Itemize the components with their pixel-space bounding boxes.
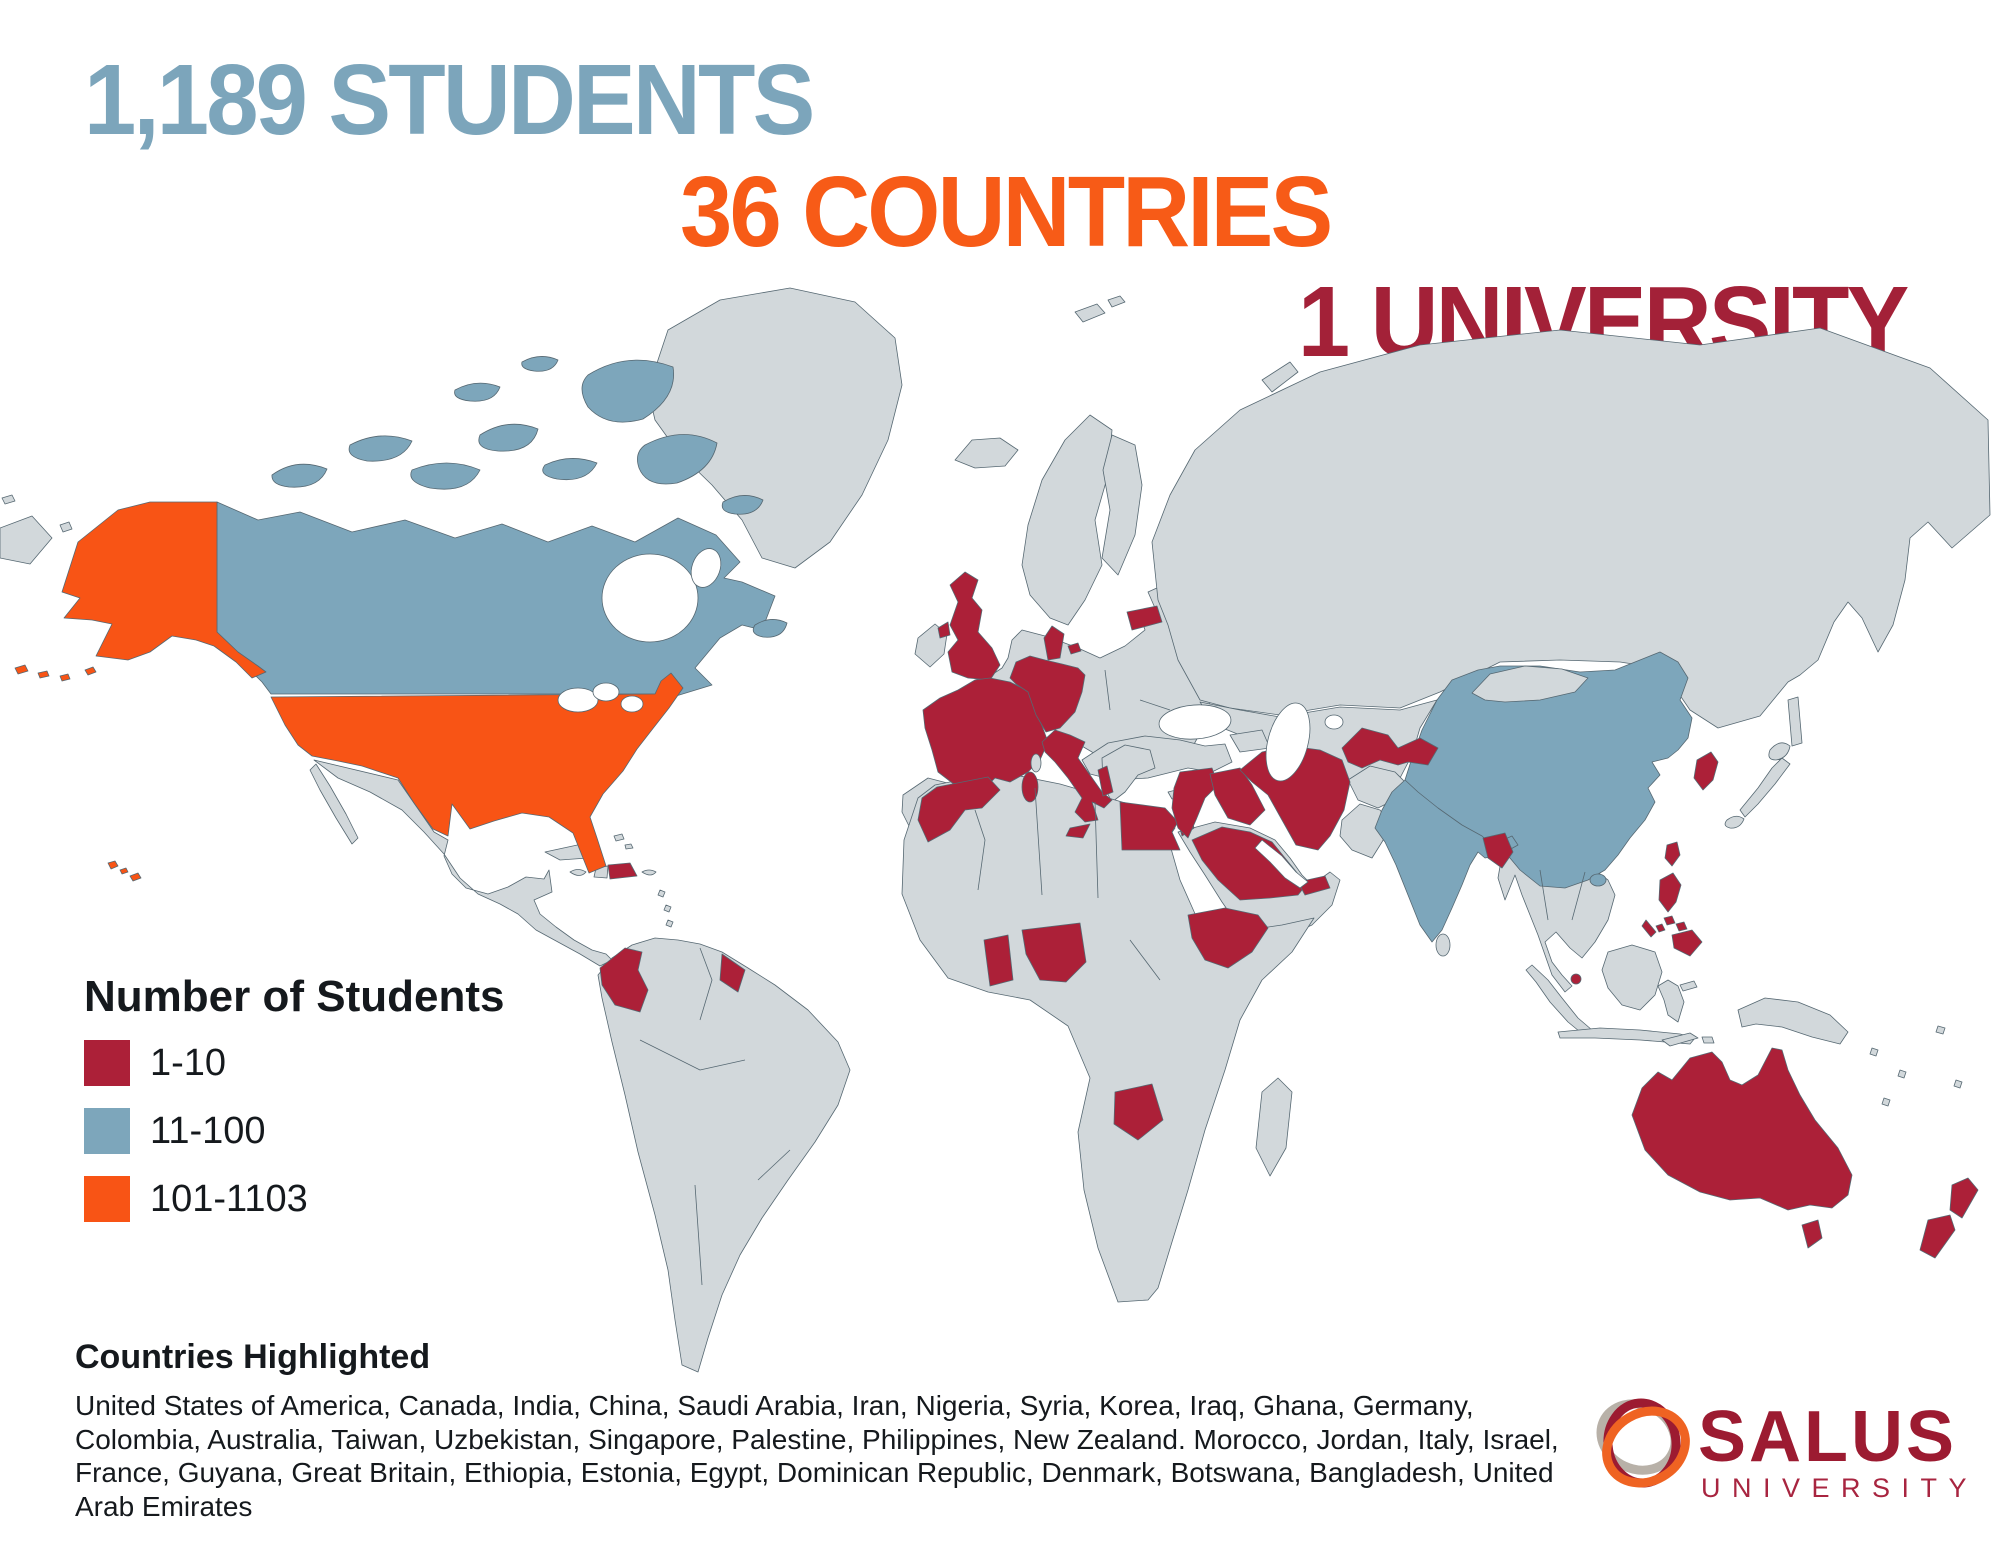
legend-title: Number of Students: [84, 972, 505, 1021]
country-germany: [1009, 655, 1086, 733]
landmass-novaya-zemlya: [1261, 361, 1299, 393]
legend-label: 101-1103: [150, 1177, 308, 1220]
country-india: [1374, 779, 1519, 943]
logo-subname: UNIVERSITY: [1701, 1473, 1978, 1503]
border-lines-south-america: [639, 947, 791, 1286]
landmass-mongolia: [1471, 665, 1589, 703]
world-map: [0, 287, 1991, 1373]
country-new-zealand: [1919, 1177, 1979, 1259]
country-china-hainan: [1589, 873, 1607, 887]
landmass-scandinavia: [1021, 414, 1113, 626]
great-lakes: [557, 687, 599, 713]
logo-name: SALUS: [1698, 1397, 1957, 1477]
landmass-madagascar: [1255, 1077, 1293, 1177]
country-colombia: [599, 947, 649, 1013]
country-usa: [270, 672, 684, 874]
country-bangladesh: [1482, 832, 1514, 869]
legend-label: 1-10: [150, 1041, 227, 1084]
legend-swatch-blue: [84, 1108, 130, 1154]
country-uzbekistan: [1341, 727, 1439, 769]
country-nigeria: [1021, 922, 1087, 983]
countries-list: United States of America, Canada, India,…: [75, 1390, 1559, 1522]
country-philippines: [1641, 872, 1703, 957]
country-great-britain: [937, 571, 1001, 681]
country-usa-hawaii: [107, 860, 142, 882]
country-canada: [216, 501, 776, 697]
landmass-svalbard: [1074, 295, 1126, 323]
enrollment-note: Based on student enrollment in the Fall …: [75, 1541, 1565, 1545]
legend-item-11-100: 11-100: [84, 1108, 504, 1154]
country-ghana: [983, 934, 1014, 987]
country-ethiopia: [1187, 907, 1269, 969]
landmass-sulawesi: [1657, 979, 1698, 1023]
landmass-borneo: [1601, 944, 1663, 1011]
headline-countries: 36 COUNTRIES: [680, 156, 1333, 268]
legend-label: 11-100: [150, 1109, 266, 1152]
great-lakes-2: [592, 682, 620, 702]
landmass-pacific-islands: [1869, 1025, 1963, 1107]
country-italy-sardinia: [1021, 771, 1039, 803]
legend-item-1-10: 1-10: [84, 1040, 504, 1086]
hudson-bay: [601, 553, 699, 643]
country-taiwan: [1664, 841, 1681, 867]
country-singapore: [1570, 973, 1582, 985]
country-australia: [1631, 1047, 1853, 1211]
persian-gulf: [1254, 839, 1309, 889]
caspian-sea: [1265, 702, 1311, 782]
landmass-timor: [1661, 1032, 1699, 1047]
landmass-greenland: [647, 287, 903, 569]
landmass-sri-lanka: [1435, 933, 1451, 957]
country-albania: [1097, 765, 1114, 797]
country-botswana: [1113, 1083, 1164, 1141]
country-guyana: [719, 953, 746, 993]
legend-swatch-red: [84, 1040, 130, 1086]
landmass-caribbean: [544, 833, 674, 928]
countries-highlighted-title: Countries Highlighted: [75, 1338, 431, 1376]
legend-item-101-1103: 101-1103: [84, 1176, 504, 1222]
landmass-iceland: [954, 437, 1019, 469]
headline-students: 1,189 STUDENTS: [84, 44, 815, 156]
great-lakes-3: [620, 695, 644, 713]
landmass-corsica: [1030, 753, 1042, 773]
landmass-new-guinea: [1737, 997, 1849, 1045]
country-canada-arctic-islands: [271, 356, 788, 638]
border-lines-asia: [1104, 669, 1586, 921]
country-denmark: [1043, 625, 1082, 661]
landmass-chukotka: [0, 494, 73, 565]
country-australia-tasmania: [1801, 1219, 1823, 1249]
landmass-south-america: [597, 937, 851, 1373]
border-lines-africa: [974, 787, 1161, 981]
aral-sea: [1324, 714, 1344, 730]
salus-university-logo: SALUS UNIVERSITY: [1596, 1397, 1978, 1503]
country-italy: [1041, 729, 1113, 839]
black-sea: [1158, 704, 1232, 740]
logo-ring-orange: [1602, 1406, 1690, 1488]
landmass-japan: [1724, 742, 1791, 829]
landmass-russia: [1151, 327, 1991, 729]
landmass-finland: [1101, 434, 1143, 576]
landmass-sakhalin: [1787, 696, 1803, 747]
country-dominican-republic: [607, 862, 638, 880]
country-usa-aleutians: [14, 664, 97, 682]
legend-swatch-orange: [84, 1176, 130, 1222]
landmass-mexico-central-america: [309, 759, 613, 967]
footer-block: Countries Highlighted United States of A…: [75, 1338, 1565, 1545]
country-morocco: [917, 776, 1001, 843]
country-usa-alaska: [61, 501, 267, 679]
map-legend: Number of Students 1-10 11-100 101-1103: [84, 972, 504, 1244]
country-korea: [1693, 751, 1719, 791]
country-estonia: [1126, 605, 1163, 631]
ungava-bay: [690, 548, 722, 588]
